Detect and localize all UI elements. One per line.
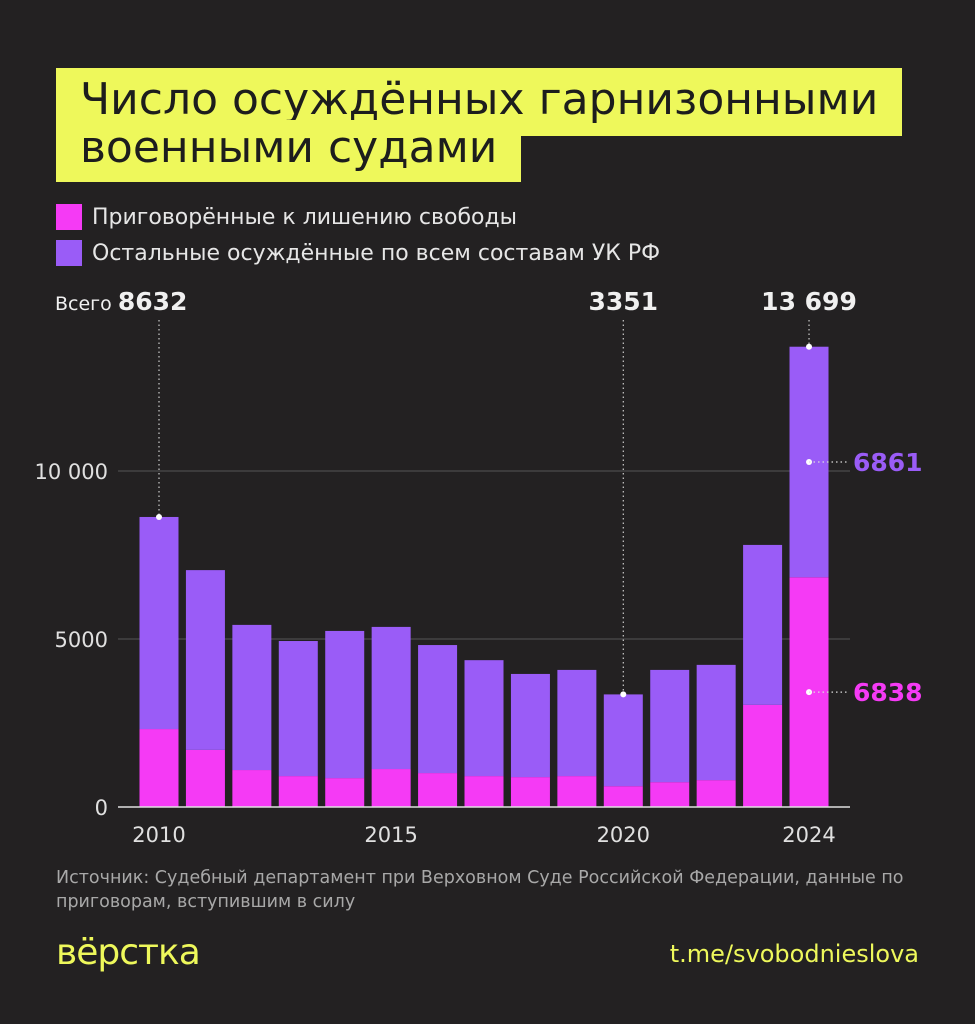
bar-imprisoned-2010 [139, 729, 179, 807]
bar-other-2012 [232, 624, 272, 771]
bar-imprisoned-2023 [743, 704, 783, 807]
total-label: 3351 [589, 287, 659, 316]
bar-other-2018 [510, 673, 550, 778]
bar-imprisoned-2013 [278, 776, 318, 807]
chart-title-line-2: военными судами [56, 120, 522, 182]
total-label: 13 699 [761, 287, 857, 316]
legend-swatch-pink [56, 204, 82, 230]
legend-label: Приговорённые к лишению свободы [92, 204, 518, 230]
x-tick-label: 2020 [597, 823, 650, 847]
x-tick-label: 2010 [132, 823, 185, 847]
bar-other-2015 [371, 626, 411, 770]
bar-other-2020 [603, 694, 643, 787]
annotation-dot [156, 513, 162, 520]
total-value: 3351 [589, 287, 659, 316]
legend-item-imprisoned: Приговорённые к лишению свободы [56, 204, 517, 230]
segment-value-label: 6838 [853, 678, 923, 707]
logo: вёрстка [56, 932, 201, 973]
segment-value-label: 6861 [853, 448, 923, 477]
y-tick-label: 0 [95, 796, 108, 820]
bar-imprisoned-2015 [371, 769, 411, 807]
legend-label: Остальные осуждённые по всем составам УК… [92, 240, 661, 266]
total-prefix: Всего [55, 293, 118, 315]
bar-other-2013 [278, 641, 318, 777]
total-value: 13 699 [761, 287, 857, 316]
bar-other-2022 [696, 664, 736, 781]
x-tick-label: 2024 [782, 823, 835, 847]
bar-other-2017 [464, 660, 504, 777]
total-value: 8632 [118, 287, 188, 316]
bar-other-2010 [139, 516, 179, 730]
bar-other-2016 [418, 645, 458, 774]
bar-imprisoned-2019 [557, 776, 597, 807]
bar-imprisoned-2020 [603, 786, 643, 807]
source-note: Источник: Судебный департамент при Верхо… [56, 868, 904, 912]
channel-link[interactable]: t.me/svobodnieslova [669, 940, 919, 968]
bar-imprisoned-2021 [650, 782, 690, 807]
bar-imprisoned-2017 [464, 776, 504, 807]
bar-imprisoned-2011 [185, 749, 225, 807]
y-tick-label: 10 000 [35, 460, 108, 484]
x-tick-label: 2015 [364, 823, 417, 847]
legend-swatch-purple [56, 240, 82, 266]
bar-imprisoned-2018 [510, 777, 550, 807]
total-label: Всего 8632 [55, 287, 187, 316]
y-tick-label: 5000 [55, 628, 108, 652]
bar-imprisoned-2012 [232, 770, 272, 807]
bar-other-2019 [557, 669, 597, 777]
bar-other-2021 [650, 669, 690, 783]
bar-other-2011 [185, 570, 225, 750]
annotation-dot [620, 691, 627, 698]
bar-other-2014 [325, 630, 365, 779]
legend-item-other: Остальные осуждённые по всем составам УК… [56, 240, 660, 266]
bar-imprisoned-2016 [418, 773, 458, 807]
bar-other-2023 [743, 544, 783, 705]
bar-imprisoned-2014 [325, 778, 365, 807]
bar-imprisoned-2022 [696, 780, 736, 807]
annotation-dot [806, 343, 813, 350]
